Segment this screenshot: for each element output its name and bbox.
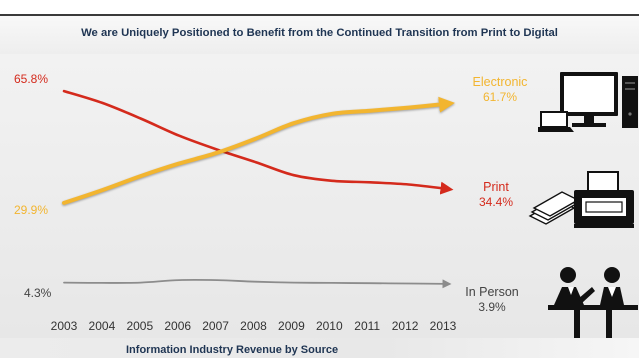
- page-title: We are Uniquely Positioned to Benefit fr…: [81, 27, 558, 39]
- x-tick-label: 2008: [240, 319, 267, 333]
- legend-label-in-person: In Person: [465, 285, 519, 299]
- legend-label-electronic: Electronic: [473, 75, 528, 89]
- legend-label-print: Print: [483, 180, 509, 194]
- x-tick-label: 2011: [354, 319, 380, 333]
- x-tick-label: 2009: [278, 319, 305, 333]
- series-line-electronic: [62, 96, 455, 205]
- end-label-print: 34.4%: [479, 195, 513, 209]
- start-label-electronic: 29.9%: [14, 203, 48, 217]
- footer-band: [0, 338, 639, 358]
- x-tick-label: 2005: [126, 319, 153, 333]
- x-tick-label: 2006: [164, 319, 191, 333]
- series-line-print: [62, 89, 454, 195]
- x-tick-label: 2010: [316, 319, 343, 333]
- end-label-in-person: 3.9%: [478, 300, 506, 314]
- customer-service-icon: [548, 267, 638, 353]
- top-margin: [0, 0, 639, 14]
- title-banner: [0, 14, 639, 54]
- chart-subtitle: Information Industry Revenue by Source: [126, 344, 339, 356]
- end-label-electronic: 61.7%: [483, 90, 517, 104]
- x-tick-label: 2004: [89, 319, 116, 333]
- printer-icon: [528, 171, 634, 228]
- x-tick-label: 2012: [392, 319, 419, 333]
- series-line-in-person: [63, 278, 452, 289]
- x-tick-label: 2007: [202, 319, 229, 333]
- x-tick-label: 2003: [51, 319, 78, 333]
- computer-icon: [538, 72, 638, 132]
- x-tick-label: 2013: [430, 319, 457, 333]
- start-label-print: 65.8%: [14, 72, 48, 86]
- start-label-in-person: 4.3%: [24, 286, 52, 300]
